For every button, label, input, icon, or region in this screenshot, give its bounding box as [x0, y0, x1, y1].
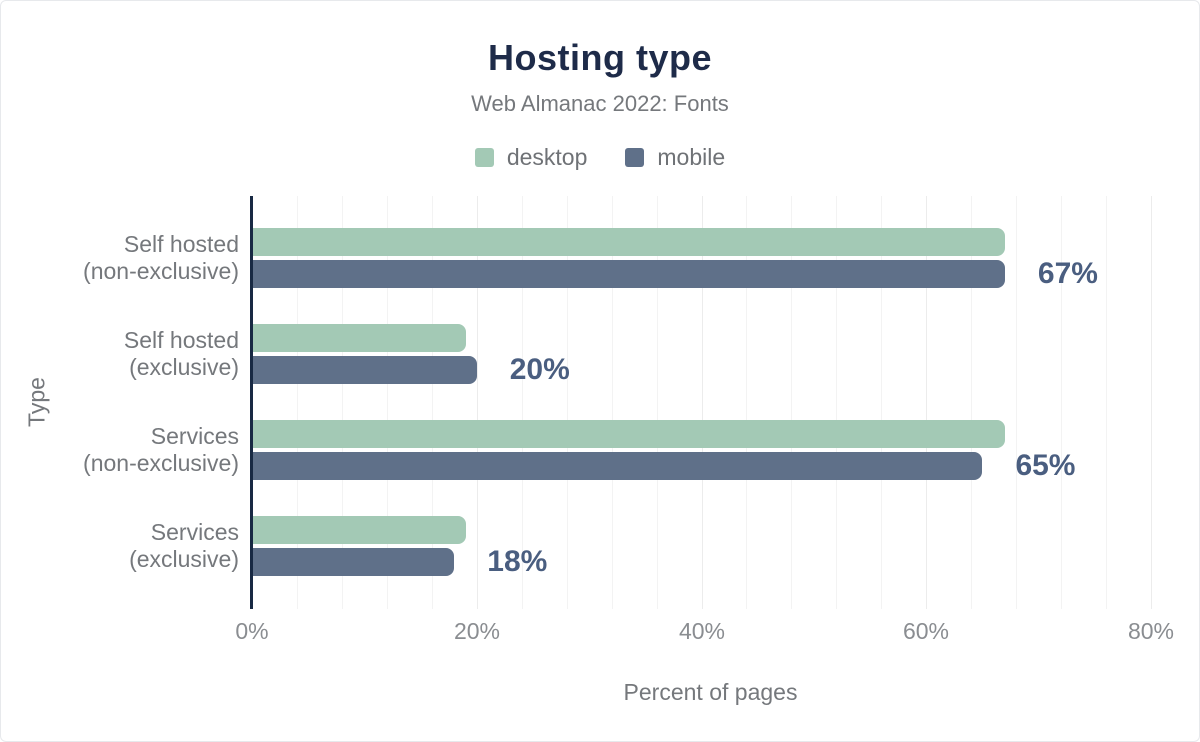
bar-desktop-3[interactable] [252, 516, 466, 544]
gridline [836, 196, 838, 609]
category-line: Self hosted [123, 327, 239, 353]
category-line: (non-exclusive) [83, 450, 239, 476]
bar-mobile-3[interactable] [252, 548, 455, 576]
page-title: Hosting type [487, 37, 712, 78]
gridline [656, 196, 658, 609]
category-line: Self hosted [123, 231, 239, 257]
y-axis-title: Type [23, 377, 50, 427]
value-label-2: 65% [1015, 449, 1076, 482]
x-tick-20: 20% [453, 618, 501, 644]
gridline [1061, 196, 1063, 609]
category-line: (exclusive) [129, 546, 239, 572]
legend-label-desktop: desktop [506, 144, 588, 170]
gridline [746, 196, 748, 609]
chart-subtitle: Web Almanac 2022: Fonts [471, 91, 729, 116]
x-axis-title: Percent of pages [623, 679, 798, 705]
y-axis-line [250, 196, 253, 609]
legend: desktop mobile [1, 144, 1199, 171]
gridline [341, 196, 343, 609]
bar-desktop-0[interactable] [252, 228, 1005, 256]
category-line: (non-exclusive) [83, 258, 239, 284]
legend-item-mobile[interactable]: mobile [625, 144, 725, 171]
category-label: Self hosted (non-exclusive) [19, 231, 239, 285]
gridline [881, 196, 883, 609]
gridline [611, 196, 613, 609]
value-label-1: 20% [509, 353, 570, 386]
gridline [971, 196, 973, 609]
bar-mobile-0[interactable] [252, 260, 1005, 288]
x-tick-60: 60% [902, 618, 950, 644]
category-line: Services [150, 423, 239, 449]
gridline [701, 196, 703, 609]
value-label-0: 67% [1037, 257, 1098, 290]
value-label-3: 18% [487, 545, 548, 578]
x-tick-80: 80% [1127, 618, 1175, 644]
mobile-swatch-icon [625, 148, 645, 167]
bar-desktop-1[interactable] [252, 324, 466, 352]
gridline [566, 196, 568, 609]
gridline [521, 196, 523, 609]
gridline [431, 196, 433, 609]
desktop-swatch-icon [474, 148, 494, 167]
x-tick-40: 40% [678, 618, 726, 644]
gridline [926, 196, 928, 609]
gridline [791, 196, 793, 609]
gridline [1016, 196, 1018, 609]
category-label: Services (exclusive) [19, 519, 239, 573]
bar-mobile-1[interactable] [252, 356, 477, 384]
gridline [1106, 196, 1108, 609]
bar-desktop-2[interactable] [252, 420, 1005, 448]
legend-label-mobile: mobile [657, 144, 726, 170]
gridline [1151, 196, 1152, 609]
gridline [476, 196, 478, 609]
bar-mobile-2[interactable] [252, 452, 983, 480]
category-label: Self hosted (exclusive) [19, 327, 239, 381]
gridline [296, 196, 298, 609]
category-label: Services (non-exclusive) [19, 423, 239, 477]
gridline [386, 196, 388, 609]
category-line: Services [150, 519, 239, 545]
x-tick-0: 0% [235, 618, 269, 644]
legend-item-desktop[interactable]: desktop [474, 144, 588, 171]
category-line: (exclusive) [129, 354, 239, 380]
plot-area: 67% 20% 65% 18% [250, 196, 1169, 609]
